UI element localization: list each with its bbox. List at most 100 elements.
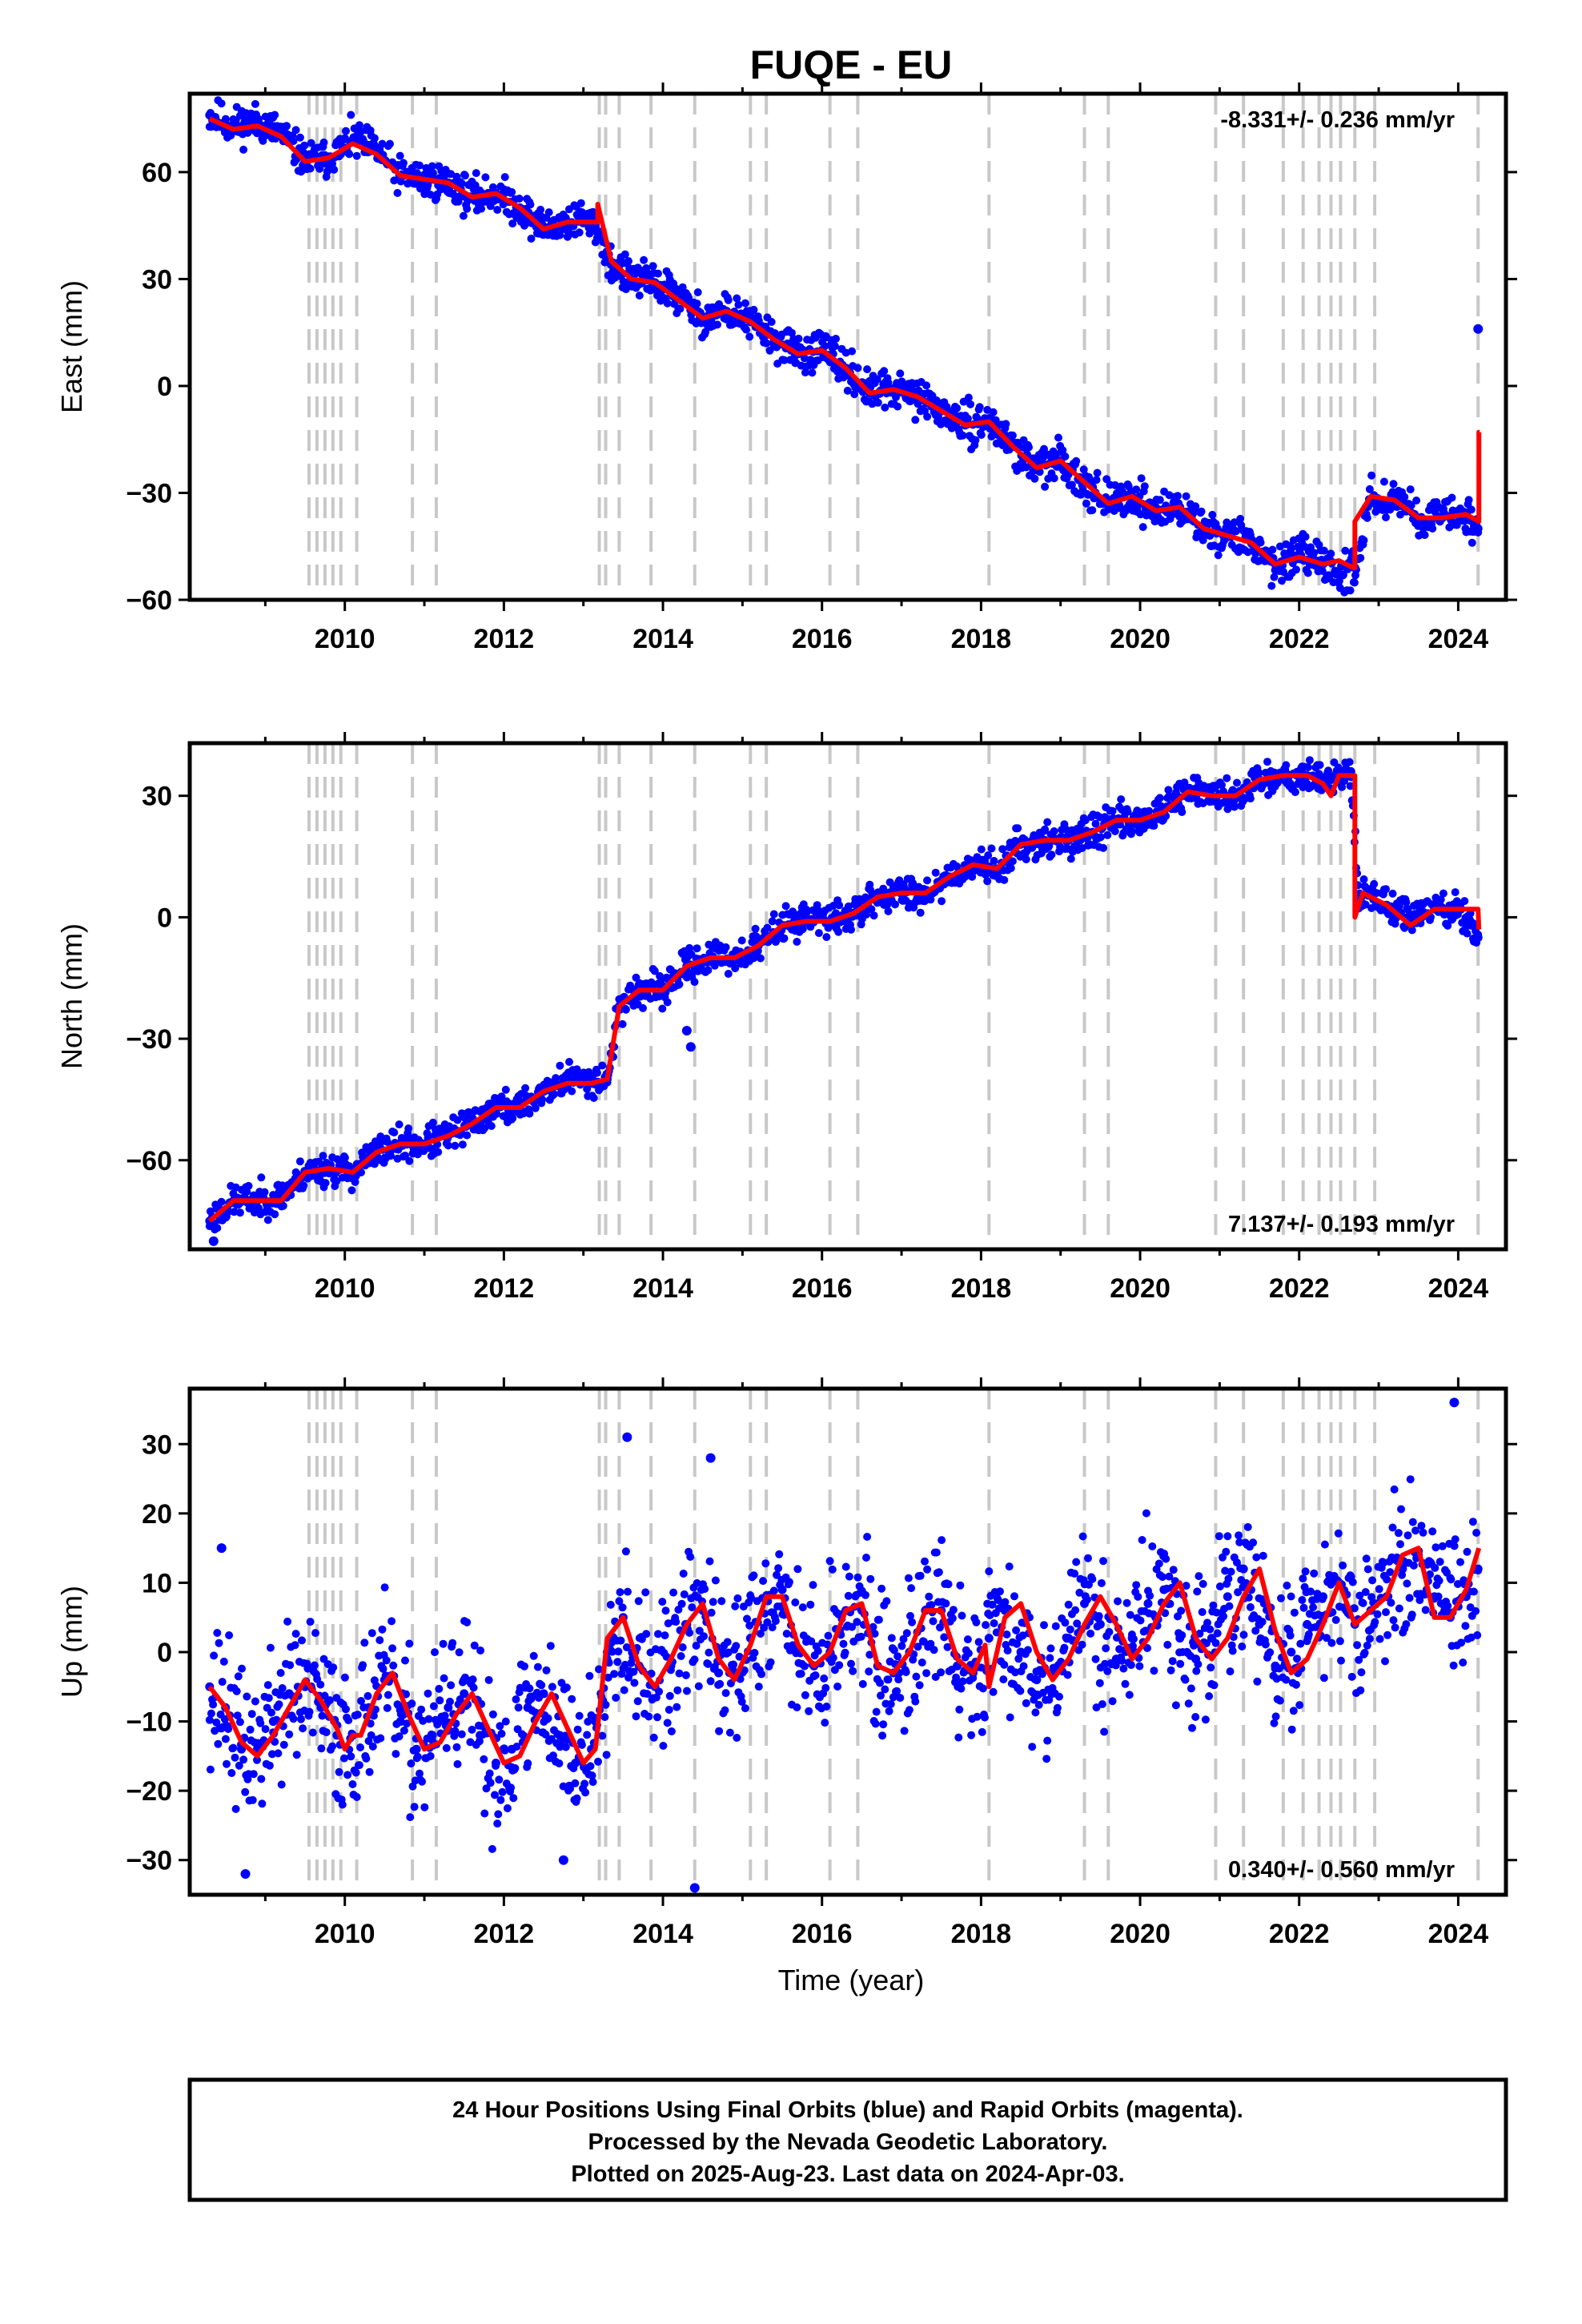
data-point xyxy=(1214,551,1223,560)
data-point xyxy=(1271,1712,1280,1721)
data-point xyxy=(1073,1619,1082,1628)
data-point xyxy=(544,1714,552,1723)
data-point xyxy=(701,1585,709,1594)
y-axis-label: Up (mm) xyxy=(55,1586,88,1698)
data-point xyxy=(769,1586,778,1595)
data-point xyxy=(1084,490,1092,499)
data-point xyxy=(1307,1587,1315,1596)
data-point xyxy=(1252,1553,1261,1562)
data-point xyxy=(509,1794,518,1803)
data-point xyxy=(477,204,486,213)
data-point xyxy=(1283,1581,1291,1590)
data-point xyxy=(1088,1574,1097,1583)
data-point xyxy=(482,1784,491,1793)
data-point xyxy=(387,1152,395,1160)
data-point xyxy=(644,1712,653,1721)
data-point xyxy=(1078,1640,1086,1649)
data-point xyxy=(872,1707,881,1716)
data-point xyxy=(1461,1622,1470,1630)
data-point xyxy=(641,1588,650,1597)
data-point xyxy=(1099,843,1107,852)
data-point xyxy=(274,1749,283,1758)
data-point xyxy=(741,1704,749,1713)
data-point xyxy=(1473,1630,1482,1639)
data-point xyxy=(1063,1671,1072,1679)
data-point xyxy=(964,1649,973,1658)
data-point xyxy=(1230,518,1239,527)
data-point xyxy=(1331,1615,1340,1624)
data-point xyxy=(981,1713,989,1722)
data-point xyxy=(1402,1620,1411,1629)
data-point xyxy=(497,1729,506,1738)
data-point xyxy=(246,1725,255,1734)
data-point xyxy=(809,1581,817,1590)
data-point xyxy=(1298,1596,1307,1604)
data-point xyxy=(1320,1540,1329,1549)
data-point xyxy=(523,1703,532,1712)
data-point xyxy=(1234,1588,1243,1597)
data-point xyxy=(672,1618,681,1626)
data-point xyxy=(1023,1646,1032,1655)
data-point xyxy=(1055,1692,1063,1701)
data-point xyxy=(1143,1598,1153,1608)
data-point xyxy=(923,1565,932,1574)
data-point xyxy=(357,1168,365,1176)
data-point xyxy=(814,929,823,938)
data-point xyxy=(1058,446,1067,455)
data-point xyxy=(900,1727,909,1735)
data-point xyxy=(1251,1626,1260,1635)
data-point xyxy=(821,1683,830,1692)
data-point xyxy=(410,1803,419,1811)
data-point xyxy=(705,1557,714,1566)
data-point xyxy=(1222,1547,1231,1556)
data-point xyxy=(595,1665,603,1674)
data-point xyxy=(424,1689,432,1698)
data-point xyxy=(733,1734,741,1742)
data-point xyxy=(973,414,982,422)
data-point xyxy=(1223,1532,1232,1541)
data-point xyxy=(1001,1598,1010,1606)
data-point xyxy=(756,954,765,963)
data-point xyxy=(367,1731,375,1739)
data-point xyxy=(1326,775,1335,785)
data-point xyxy=(447,1681,456,1690)
data-point xyxy=(724,970,733,978)
data-point xyxy=(897,1642,906,1651)
data-point xyxy=(923,876,932,885)
data-point xyxy=(634,1597,643,1606)
data-point xyxy=(1132,485,1141,494)
data-point xyxy=(741,299,749,308)
data-point xyxy=(566,1784,575,1793)
data-point xyxy=(1008,431,1017,440)
data-point xyxy=(824,1631,833,1640)
y-axis-label: East (mm) xyxy=(55,280,88,413)
data-point xyxy=(1435,1576,1443,1585)
data-point xyxy=(1223,1592,1232,1602)
data-point xyxy=(1159,1585,1169,1594)
caption-box xyxy=(187,2077,1508,2202)
data-point xyxy=(476,1647,485,1655)
data-point xyxy=(271,111,279,119)
data-point xyxy=(1111,1661,1120,1670)
data-point xyxy=(549,1751,557,1760)
data-point xyxy=(1166,1666,1175,1675)
data-point xyxy=(688,1603,697,1612)
data-point xyxy=(1191,1713,1200,1721)
data-point xyxy=(690,1655,699,1664)
data-point xyxy=(1134,1592,1142,1601)
data-point xyxy=(618,1019,627,1028)
data-point xyxy=(1463,1547,1472,1556)
x-tick-label: 2016 xyxy=(792,1273,853,1304)
data-point xyxy=(602,1751,611,1759)
data-point xyxy=(879,1720,888,1729)
data-point xyxy=(289,1715,298,1723)
data-point xyxy=(1064,1634,1074,1643)
data-point xyxy=(575,228,584,237)
data-point xyxy=(303,1664,312,1673)
data-point xyxy=(1171,1701,1180,1710)
data-point xyxy=(585,1671,594,1680)
y-tick-label: 30 xyxy=(142,1429,172,1460)
data-point xyxy=(460,1689,469,1699)
data-point xyxy=(937,1668,946,1677)
data-point xyxy=(931,1673,940,1681)
